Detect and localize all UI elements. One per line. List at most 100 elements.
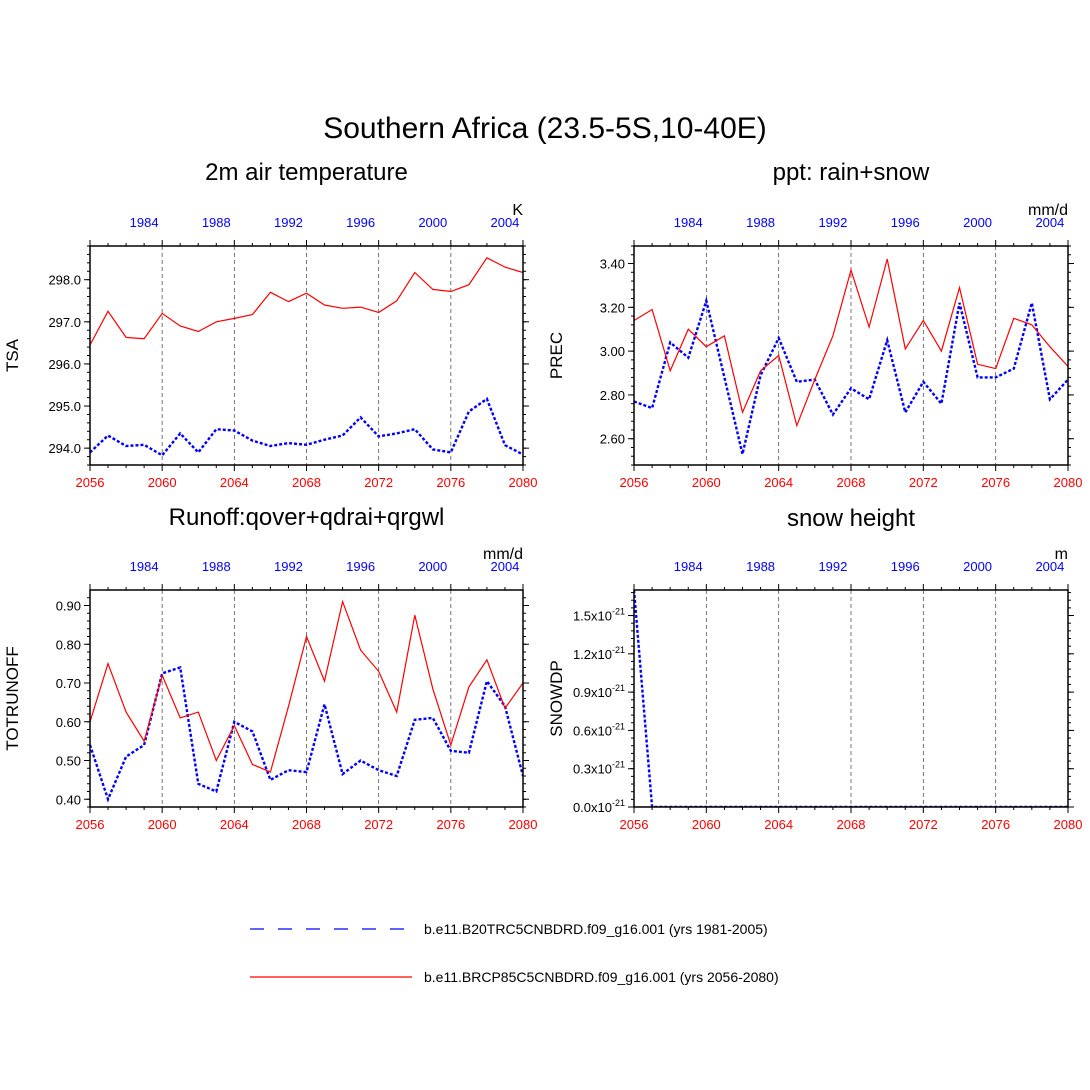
x-tick-label: 2068 [837, 817, 866, 832]
x-top-tick-label: 2000 [963, 559, 992, 574]
y-tick-exponent: -21 [612, 798, 625, 808]
x-tick-label: 2080 [1054, 475, 1083, 490]
y-tick-label: 3.20 [600, 300, 625, 315]
series-line-future [90, 599, 523, 773]
y-tick-label: 296.0 [48, 357, 81, 372]
panel-precipitation: ppt: rain+snow PREC mm/d 2056 2060 2064 2068 20… [547, 159, 1082, 490]
x-top-tick-label: 1988 [202, 215, 231, 230]
x-tick-label: 2056 [620, 475, 649, 490]
x-top-tick-label: 1992 [274, 215, 303, 230]
x-top-tick-label: 2000 [418, 559, 447, 574]
y-tick-mantissa: 0.6x10 [573, 723, 612, 738]
x-top-tick-label: 1992 [818, 215, 847, 230]
legend: b.e11.B20TRC5CNBDRD.f09_g16.001 (yrs 198… [250, 921, 779, 985]
x-top-tick-label: 2000 [418, 215, 447, 230]
x-top-tick-label: 2000 [963, 215, 992, 230]
y-tick-label: 2.80 [600, 388, 625, 403]
x-top-tick-label: 2004 [490, 215, 519, 230]
panel-runoff: Runoff:qover+qdrai+qrgwl TOTRUNOFF mm/d 205… [3, 504, 537, 832]
panel-title: snow height [787, 505, 915, 532]
y-tick-label: 0.0x10-21 [573, 798, 625, 815]
y-tick-label: 0.70 [56, 676, 81, 691]
y-tick-exponent: -21 [612, 607, 625, 617]
x-top-tick-label: 1988 [746, 559, 775, 574]
x-top-tick-label: 2004 [490, 559, 519, 574]
x-top-tick-label: 1992 [818, 559, 847, 574]
x-tick-label: 2076 [436, 817, 465, 832]
x-tick-label: 2072 [364, 817, 393, 832]
figure-title: Southern Africa (23.5-5S,10-40E) [323, 112, 767, 145]
x-tick-label: 2080 [509, 817, 538, 832]
x-tick-label: 2064 [764, 817, 793, 832]
x-tick-label: 2076 [436, 475, 465, 490]
legend-historical-label: b.e11.B20TRC5CNBDRD.f09_g16.001 (yrs 198… [424, 921, 768, 937]
series-line-historical [90, 665, 523, 803]
units-label: m [1055, 546, 1068, 563]
y-tick-label: 294.0 [48, 441, 81, 456]
plot-frame [89, 245, 524, 466]
x-top-tick-label: 2004 [1035, 215, 1064, 230]
x-tick-label: 2056 [76, 817, 105, 832]
x-tick-label: 2060 [148, 475, 177, 490]
x-tick-label: 2076 [981, 475, 1010, 490]
y-tick-label: 0.9x10-21 [573, 683, 625, 700]
x-tick-label: 2064 [764, 475, 793, 490]
y-tick-mantissa: 0.9x10 [573, 685, 612, 700]
y-axis-label: TOTRUNOFF [3, 646, 22, 751]
x-tick-label: 2080 [1054, 817, 1083, 832]
x-tick-label: 2064 [220, 817, 249, 832]
units-label: K [512, 202, 523, 219]
y-tick-label: 0.80 [56, 637, 81, 652]
series-line-future [634, 258, 1068, 428]
series-line-future [90, 257, 523, 346]
y-tick-exponent: -21 [612, 645, 625, 655]
x-top-tick-label: 1996 [891, 215, 920, 230]
y-tick-mantissa: 0.0x10 [573, 800, 612, 815]
y-tick-label: 0.50 [56, 754, 81, 769]
x-tick-label: 2060 [148, 817, 177, 832]
x-tick-label: 2056 [620, 817, 649, 832]
y-tick-label: 0.3x10-21 [573, 760, 625, 777]
y-tick-label: 0.6x10-21 [573, 721, 625, 738]
x-tick-label: 2068 [292, 817, 321, 832]
panel-title: 2m air temperature [205, 159, 408, 186]
y-tick-mantissa: 1.2x10 [573, 647, 612, 662]
x-tick-label: 2060 [692, 475, 721, 490]
y-tick-label: 295.0 [48, 399, 81, 414]
x-tick-label: 2072 [364, 475, 393, 490]
x-tick-label: 2072 [909, 475, 938, 490]
panel-title: ppt: rain+snow [773, 159, 930, 186]
y-tick-label: 0.90 [56, 599, 81, 614]
x-tick-label: 2068 [292, 475, 321, 490]
panel-air-temperature: 2m air temperature TSA K 2056 2060 2064 2068 20… [3, 159, 537, 490]
x-top-tick-label: 1992 [274, 559, 303, 574]
plot-frame [633, 589, 1069, 808]
panel-snow-height: snow height SNOWDP m 2056 2060 2064 2068 2072 20… [547, 505, 1082, 832]
y-tick-label: 3.40 [600, 257, 625, 272]
x-top-tick-label: 1984 [130, 559, 159, 574]
units-label: mm/d [483, 546, 523, 563]
x-tick-label: 2080 [509, 475, 538, 490]
y-tick-label: 2.60 [600, 432, 625, 447]
x-top-tick-label: 1996 [891, 559, 920, 574]
units-label: mm/d [1028, 202, 1068, 219]
y-tick-exponent: -21 [612, 760, 625, 770]
x-tick-label: 2068 [837, 475, 866, 490]
y-tick-label: 0.60 [56, 715, 81, 730]
x-top-tick-label: 1984 [674, 559, 703, 574]
x-tick-label: 2076 [981, 817, 1010, 832]
y-tick-label: 298.0 [48, 273, 81, 288]
y-tick-label: 297.0 [48, 315, 81, 330]
y-axis-label: TSA [3, 338, 22, 372]
y-tick-label: 1.5x10-21 [573, 607, 625, 624]
series-line-historical [90, 397, 523, 457]
x-tick-label: 2056 [76, 475, 105, 490]
x-top-tick-label: 1996 [346, 559, 375, 574]
y-tick-label: 1.2x10-21 [573, 645, 625, 662]
y-axis-label: PREC [547, 332, 566, 379]
y-axis-label: SNOWDP [547, 660, 566, 737]
panel-title: Runoff:qover+qdrai+qrgwl [169, 504, 445, 531]
y-tick-mantissa: 0.3x10 [573, 762, 612, 777]
y-tick-exponent: -21 [612, 683, 625, 693]
y-tick-mantissa: 1.5x10 [573, 609, 612, 624]
